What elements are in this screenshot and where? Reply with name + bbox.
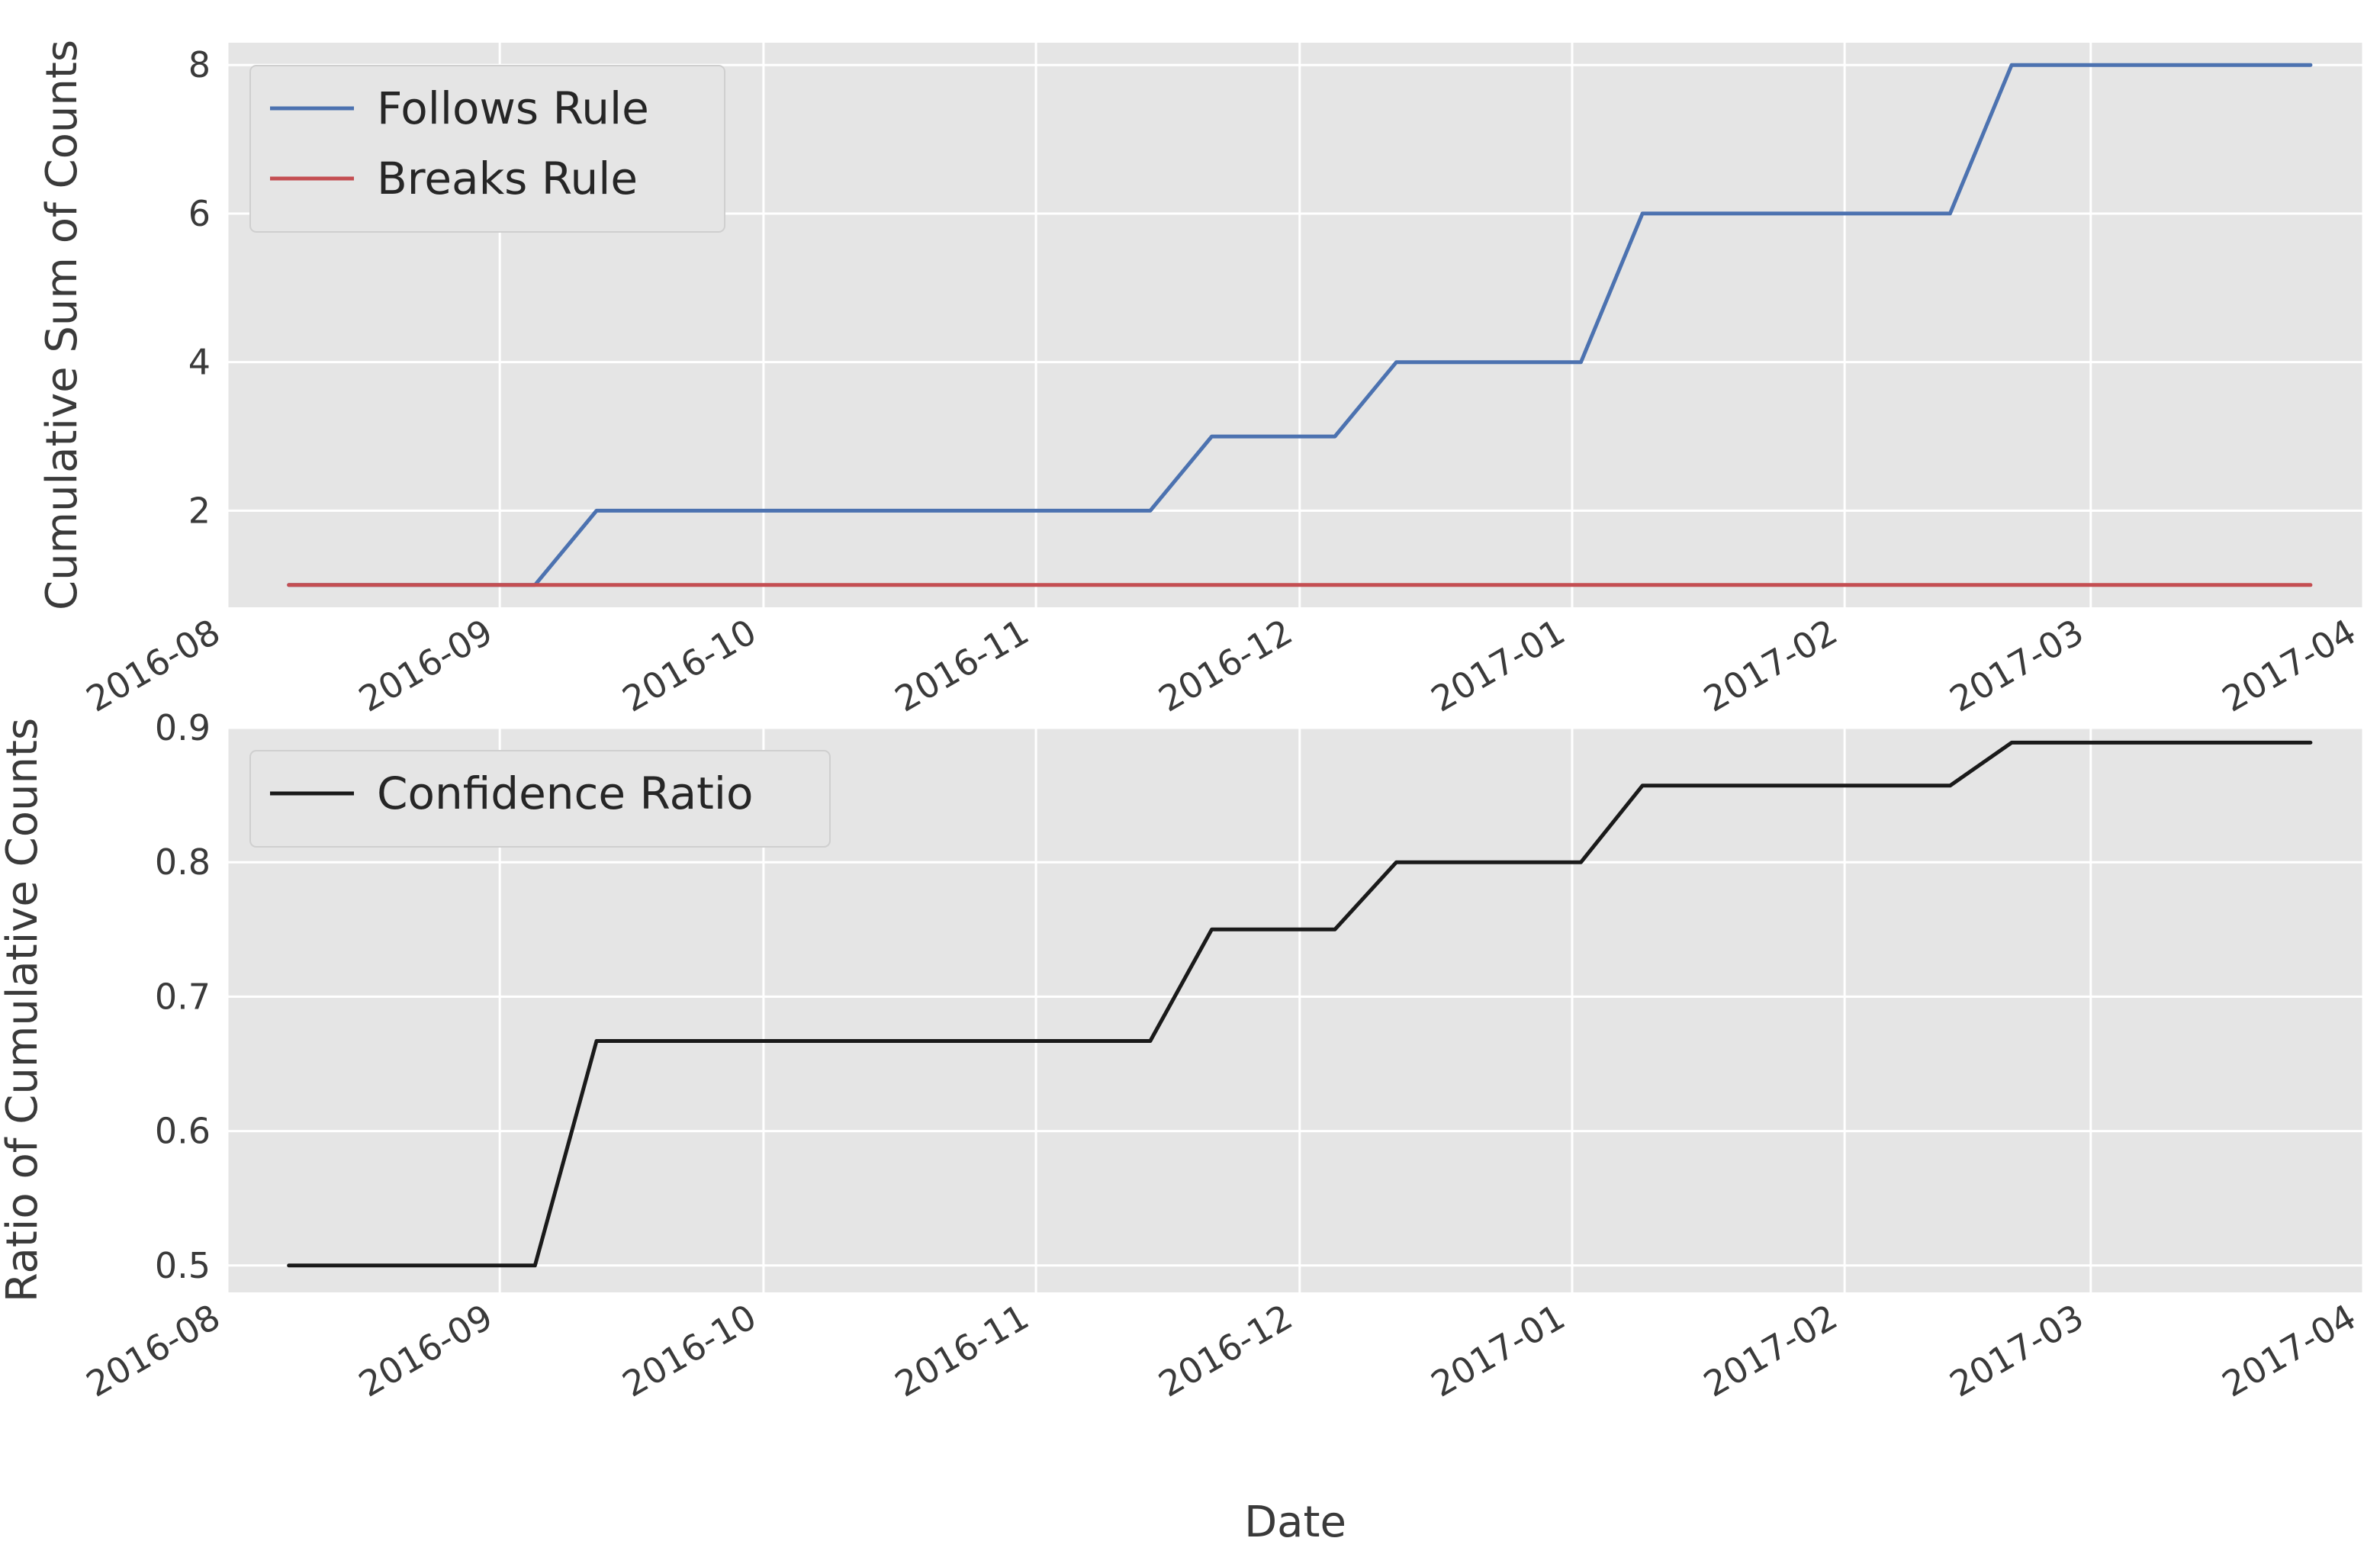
x-tick-label: 2016-09: [352, 611, 499, 720]
legend-label: Breaks Rule: [377, 153, 638, 204]
y-axis-label-top: Cumulative Sum of Counts: [37, 40, 87, 610]
x-tick-label: 2017-03: [1943, 1296, 2090, 1405]
legend: [249, 65, 725, 233]
x-tick-label: 2016-09: [352, 1296, 499, 1405]
x-tick-label: 2017-04: [2215, 1296, 2362, 1405]
legend-label: Confidence Ratio: [377, 767, 753, 819]
x-axis-label: Date: [1244, 1498, 1346, 1547]
x-tick-label: 2016-11: [888, 1296, 1035, 1405]
y-tick-label: 0.8: [155, 841, 211, 883]
y-tick-label: 4: [188, 342, 211, 383]
y-axis-label-bottom: Ratio of Cumulative Counts: [0, 718, 47, 1302]
y-tick-label: 0.5: [155, 1245, 211, 1286]
series-line: [287, 740, 2313, 1268]
confidence-ratio-chart: 2016-08 2016-09 2016-10 2016-11 2016-12 2017-…: [79, 707, 2365, 1405]
y-tick-label: 2: [188, 490, 211, 531]
x-tick-label: 2017-02: [1697, 1296, 1844, 1405]
y-tick-label: 6: [188, 193, 211, 234]
y-tick-label: 0.6: [155, 1111, 211, 1152]
x-tick-label: 2017-01: [1424, 611, 1571, 720]
y-tick-label: 0.7: [155, 976, 211, 1017]
x-tick-label: 2017-01: [1424, 1296, 1571, 1405]
series-line: [287, 63, 2313, 587]
x-tick-label: 2017-04: [2215, 611, 2362, 720]
cumulative-counts-chart: 2016-08 2016-09 2016-10 2016-11 2016-12 2017-…: [79, 43, 2365, 720]
x-tick-label: 2016-12: [1152, 1296, 1299, 1405]
y-tick-label: 8: [188, 44, 211, 85]
x-tick-label: 2016-08: [79, 1296, 227, 1405]
x-tick-label: 2017-03: [1943, 611, 2090, 720]
legend: [249, 750, 831, 848]
y-tick-label: 0.9: [155, 707, 211, 748]
x-tick-label: 2016-10: [616, 611, 763, 720]
x-tick-label: 2016-08: [79, 611, 227, 720]
x-tick-label: 2016-11: [888, 611, 1035, 720]
x-tick-label: 2016-12: [1152, 611, 1299, 720]
x-tick-label: 2017-02: [1697, 611, 1844, 720]
x-tick-label: 2016-10: [616, 1296, 763, 1405]
legend-label: Follows Rule: [377, 82, 649, 134]
